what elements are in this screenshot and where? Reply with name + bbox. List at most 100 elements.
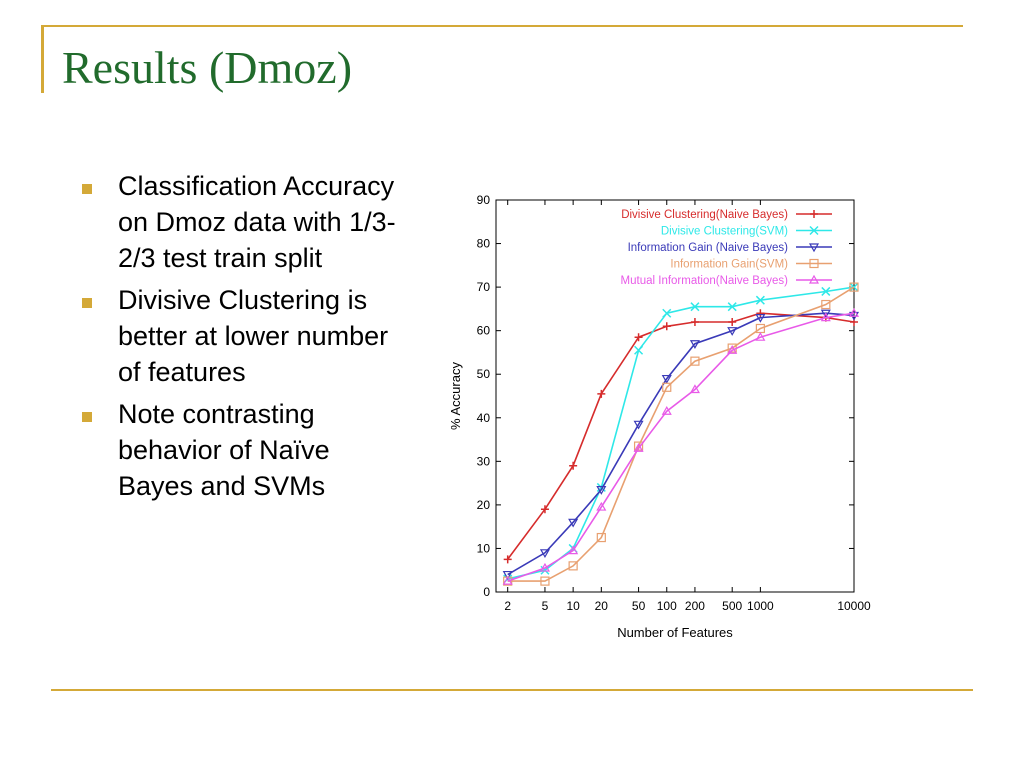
data-point: [808, 274, 820, 284]
data-point: [569, 461, 578, 470]
series-line: [507, 312, 855, 582]
data-point: [540, 505, 549, 514]
y-tick-label: 30: [477, 454, 491, 468]
data-point: [502, 570, 513, 580]
data-point: [633, 443, 644, 452]
data-point: [539, 562, 550, 572]
y-tick-label: 70: [477, 280, 491, 294]
data-point: [849, 282, 859, 292]
data-point: [503, 555, 512, 564]
series: [503, 282, 859, 586]
bullet-item: Note contrasting behavior of Naïve Bayes…: [80, 396, 410, 504]
accuracy-chart: 0 10 20 30 40 50 60 70 80 90 2 5 10 20 50 100 200 500 1000…: [440, 186, 880, 646]
axis-ticks: 0 10 20 30 40 50 60 70 80 90 2 5 10 20 50 100 200 500 1000…: [477, 193, 871, 613]
bullet-item: Divisive Clustering is better at lower n…: [80, 282, 410, 390]
data-point: [633, 441, 644, 451]
data-point: [810, 210, 818, 218]
data-point: [597, 389, 606, 398]
y-tick-label: 80: [477, 237, 491, 251]
x-tick-label: 200: [685, 599, 705, 613]
data-point: [809, 225, 819, 236]
data-point: [662, 382, 672, 392]
y-axis-label: % Accuracy: [448, 362, 463, 430]
data-point: [633, 420, 644, 430]
y-tick-label: 60: [477, 324, 491, 338]
data-point: [727, 345, 738, 354]
data-point: [634, 333, 643, 342]
x-tick-label: 1000: [747, 599, 774, 613]
series: [503, 282, 859, 584]
data-point: [634, 345, 644, 355]
square-bullet-icon: [82, 412, 92, 422]
x-tick-label: 5: [542, 599, 549, 613]
data-point: [690, 356, 700, 366]
series-line: [507, 312, 855, 560]
chart-svg: 0 10 20 30 40 50 60 70 80 90 2 5 10 20 50 100 200 500 1000…: [448, 193, 871, 640]
data-point: [809, 258, 819, 269]
series-line: [507, 286, 855, 582]
legend: Divisive Clustering(Naive Bayes) Divisive…: [621, 209, 832, 287]
square-bullet-icon: [82, 298, 92, 308]
x-tick-label: 50: [632, 599, 646, 613]
y-tick-label: 40: [477, 411, 491, 425]
data-point: [689, 384, 700, 394]
y-tick-label: 10: [477, 541, 491, 555]
x-tick-label: 2: [504, 599, 511, 613]
top-rule: [41, 25, 963, 27]
y-tick-label: 90: [477, 193, 491, 207]
bottom-rule: [51, 689, 973, 691]
data-point: [821, 299, 831, 310]
data-point: [727, 327, 738, 336]
series-line: [507, 286, 855, 580]
data-point: [568, 545, 579, 555]
legend-label: Information Gain(SVM): [670, 259, 788, 271]
data-point: [596, 501, 607, 511]
bullet-text: Divisive Clustering is better at lower n…: [118, 285, 389, 387]
square-bullet-icon: [82, 184, 92, 194]
plot-frame: [495, 199, 855, 593]
data-point: [755, 295, 765, 305]
x-tick-label: 20: [595, 599, 609, 613]
x-tick-label: 500: [722, 599, 742, 613]
data-point: [808, 243, 820, 253]
bullet-list: Classification Accuracy on Dmoz data wit…: [80, 168, 410, 510]
slide-title: Results (Dmoz): [62, 42, 353, 93]
x-tick-label: 100: [657, 599, 677, 613]
data-point: [755, 314, 766, 323]
data-point: [821, 286, 831, 296]
left-rule: [41, 25, 44, 93]
series-line: [507, 312, 855, 576]
data-point: [661, 406, 672, 415]
y-tick-label: 20: [477, 498, 491, 512]
data-point: [727, 302, 737, 312]
bullet-text: Classification Accuracy on Dmoz data wit…: [118, 171, 396, 273]
legend-label: Mutual Information(Naive Bayes): [621, 275, 789, 287]
data-point: [662, 322, 671, 331]
x-tick-label: 10000: [837, 599, 871, 613]
legend-label: Information Gain (Naive Bayes): [628, 242, 789, 254]
data-point: [539, 549, 550, 559]
data-point: [728, 317, 737, 326]
legend-label: Divisive Clustering(SVM): [661, 226, 788, 238]
data-point: [661, 374, 672, 384]
data-point: [568, 561, 578, 571]
series-group: [502, 282, 860, 586]
data-point: [502, 575, 513, 585]
series: [502, 309, 860, 580]
x-tick-label: 10: [566, 599, 580, 613]
data-point: [848, 308, 860, 317]
data-point: [820, 309, 831, 319]
bullet-text: Note contrasting behavior of Naïve Bayes…: [118, 399, 330, 501]
y-tick-label: 50: [477, 367, 491, 381]
series: [502, 308, 860, 585]
data-point: [662, 308, 672, 318]
data-point: [690, 317, 699, 326]
data-point: [596, 532, 606, 543]
data-point: [820, 312, 831, 322]
data-point: [596, 486, 607, 495]
x-axis-label: Number of Features: [617, 625, 733, 640]
legend-label: Divisive Clustering(Naive Bayes): [621, 209, 788, 221]
data-point: [690, 302, 700, 312]
data-point: [689, 340, 700, 349]
bullet-item: Classification Accuracy on Dmoz data wit…: [80, 168, 410, 276]
